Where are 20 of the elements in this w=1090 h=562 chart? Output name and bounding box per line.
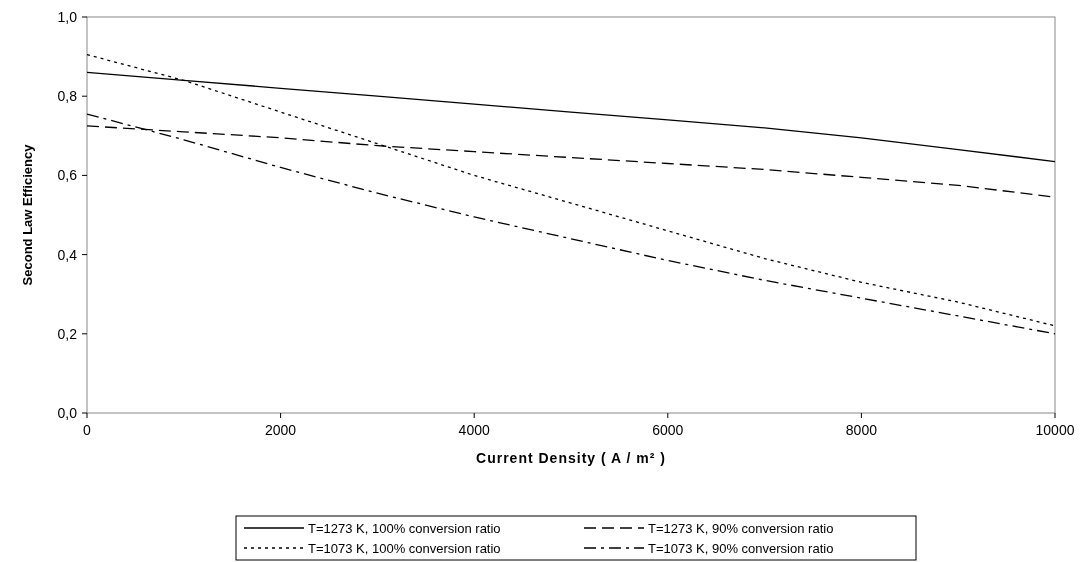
legend-label: T=1073 K, 100% conversion ratio [308, 541, 501, 556]
legend-label: T=1273 K, 100% conversion ratio [308, 521, 501, 536]
legend-label: T=1273 K, 90% conversion ratio [648, 521, 834, 536]
line-series [86, 53, 1056, 327]
x-axis-title: Current Density ( A / m² ) [476, 450, 666, 466]
x-tick-label: 10000 [1035, 422, 1075, 438]
x-tick-label: 6000 [652, 422, 684, 438]
x-tick-label: 0 [83, 422, 92, 438]
y-tick-label: 0,6 [57, 167, 78, 184]
y-tick-label: 0,4 [57, 246, 78, 263]
line-series [86, 113, 1056, 335]
x-tick-label: 2000 [265, 422, 297, 438]
x-tick-label: 8000 [845, 422, 878, 438]
legend-label: T=1073 K, 90% conversion ratio [648, 541, 834, 556]
x-tick-label: 4000 [458, 422, 490, 438]
y-axis-title: Second Law Efficiency [20, 143, 35, 286]
y-tick-label: 0,2 [57, 325, 78, 342]
y-tick-label: 0,8 [57, 88, 78, 105]
y-tick-label: 0,0 [57, 405, 78, 421]
y-tick-label: 1,0 [57, 9, 78, 25]
